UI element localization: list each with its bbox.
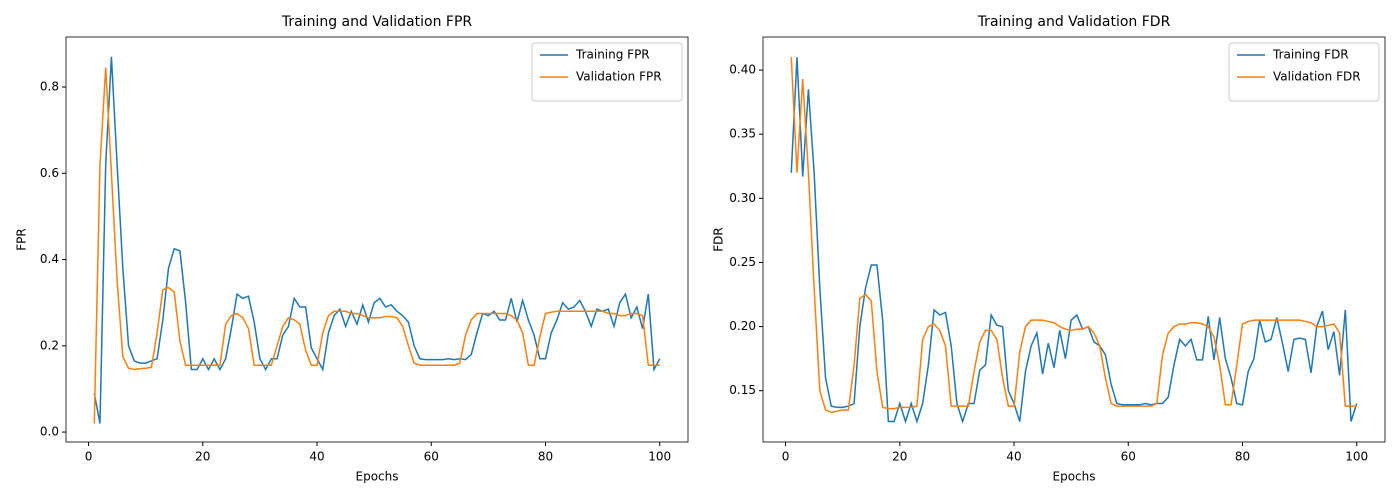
x-tick-label: 80 xyxy=(538,450,553,464)
x-tick-label: 60 xyxy=(424,450,439,464)
y-tick-label: 0.6 xyxy=(40,166,59,180)
chart-title: Training and Validation FPR xyxy=(281,14,473,30)
y-tick-label: 0.30 xyxy=(729,191,756,205)
plot-frame xyxy=(65,36,689,443)
legend-box xyxy=(531,42,683,102)
y-tick-label: 0.20 xyxy=(729,319,756,333)
y-tick-label: 0.2 xyxy=(40,338,59,352)
x-tick-label: 0 xyxy=(782,450,790,464)
plot-frame xyxy=(762,36,1386,443)
y-tick-label: 0.35 xyxy=(729,127,756,141)
y-tick-label: 0.40 xyxy=(729,63,756,77)
series-line xyxy=(93,67,660,424)
x-tick-label: 20 xyxy=(892,450,907,464)
y-axis-label: FDR xyxy=(712,227,726,251)
x-tick-label: 0 xyxy=(85,450,93,464)
y-tick-label: 0.4 xyxy=(40,252,59,266)
x-tick-label: 40 xyxy=(309,450,324,464)
legend-box xyxy=(1228,42,1380,102)
legend-label: Training FDR xyxy=(1272,48,1349,62)
x-axis-label: Epochs xyxy=(356,470,399,484)
series-line xyxy=(790,57,1357,414)
y-tick-label: 0.0 xyxy=(40,425,59,439)
y-tick-label: 0.25 xyxy=(729,255,756,269)
x-tick-label: 40 xyxy=(1006,450,1021,464)
legend-label: Training FPR xyxy=(575,48,650,62)
y-axis-label: FPR xyxy=(15,228,29,250)
legend-label: Validation FDR xyxy=(1273,70,1361,84)
series-line xyxy=(790,57,1358,424)
x-tick-label: 20 xyxy=(195,450,210,464)
series-line xyxy=(93,56,661,424)
y-tick-label: 0.15 xyxy=(729,383,756,397)
legend-label: Validation FPR xyxy=(576,70,662,84)
x-tick-label: 60 xyxy=(1121,450,1136,464)
x-tick-label: 80 xyxy=(1235,450,1250,464)
chart-title: Training and Validation FDR xyxy=(977,14,1171,30)
y-tick-label: 0.8 xyxy=(40,80,59,94)
x-tick-label: 100 xyxy=(1345,450,1368,464)
x-axis-label: Epochs xyxy=(1053,470,1096,484)
x-tick-label: 100 xyxy=(648,450,671,464)
